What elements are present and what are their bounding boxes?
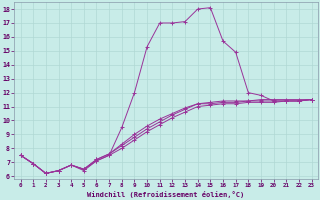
X-axis label: Windchill (Refroidissement éolien,°C): Windchill (Refroidissement éolien,°C) [87, 191, 245, 198]
